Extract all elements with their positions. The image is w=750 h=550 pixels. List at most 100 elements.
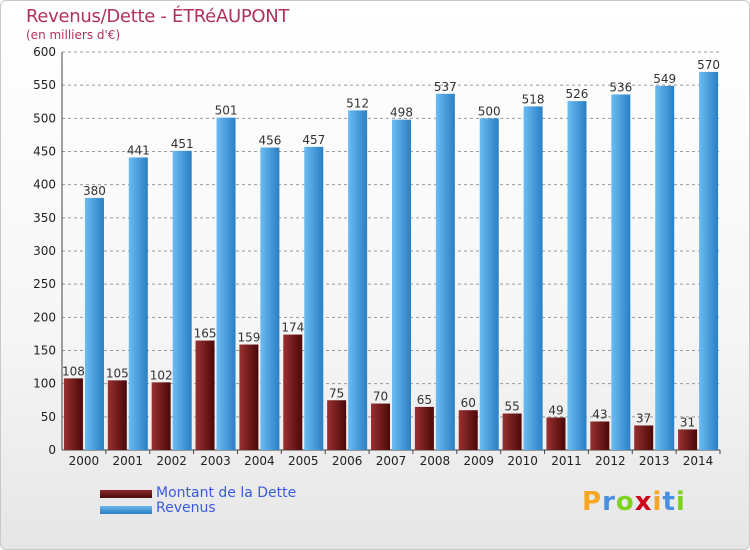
chart-title: Revenus/Dette - ÉTRéAUPONT	[26, 6, 290, 27]
bar-dette	[63, 378, 83, 450]
x-tick-label: 2014	[683, 454, 714, 468]
y-tick-label: 250	[33, 277, 56, 291]
bar-revenus	[84, 197, 104, 450]
bar-dette	[239, 344, 259, 450]
x-tick-label: 2012	[595, 454, 626, 468]
data-label: 43	[592, 407, 607, 421]
legend-swatch-revenus	[100, 506, 152, 514]
bar-revenus	[699, 71, 719, 451]
bar-revenus	[216, 117, 236, 451]
data-label: 570	[697, 58, 720, 72]
data-label: 441	[127, 143, 150, 157]
bar-dette	[634, 425, 654, 450]
data-label: 456	[258, 134, 281, 148]
bar-revenus	[435, 93, 455, 450]
y-tick-label: 200	[33, 310, 56, 324]
data-label: 451	[171, 137, 194, 151]
x-tick-label: 2008	[420, 454, 451, 468]
data-label: 37	[636, 411, 651, 425]
x-tick-label: 2010	[507, 454, 538, 468]
bar-revenus	[348, 110, 368, 450]
x-tick-label: 2004	[244, 454, 275, 468]
legend-label-revenus: Revenus	[156, 500, 216, 516]
x-tick-label: 2003	[200, 454, 231, 468]
data-label: 108	[62, 364, 85, 378]
bar-revenus	[392, 119, 411, 450]
y-tick-label: 50	[41, 410, 56, 424]
data-label: 501	[215, 104, 238, 118]
bar-dette	[502, 413, 522, 450]
logo-letter: r	[602, 487, 616, 517]
bar-dette	[678, 429, 698, 450]
y-tick-label: 550	[33, 78, 56, 92]
y-tick-label: 0	[48, 443, 56, 457]
bar-dette	[414, 406, 434, 450]
bar-dette	[590, 421, 610, 450]
legend-label-dette: Montant de la Dette	[156, 485, 297, 501]
bar-revenus	[523, 106, 543, 450]
logo-letter: i	[675, 487, 686, 517]
data-label: 55	[504, 400, 519, 414]
data-label: 75	[329, 386, 344, 400]
x-tick-label: 2002	[156, 454, 187, 468]
logo-letter: o	[615, 487, 635, 517]
data-label: 70	[373, 390, 388, 404]
bar-dette	[458, 410, 478, 450]
bar-revenus	[567, 101, 587, 450]
data-label: 500	[478, 104, 501, 118]
data-label: 518	[522, 92, 545, 106]
y-tick-label: 600	[33, 45, 56, 59]
logo-letter: x	[634, 487, 653, 517]
data-label: 526	[566, 87, 589, 101]
bar-dette	[371, 403, 390, 450]
bar-revenus	[655, 85, 675, 450]
x-tick-label: 2011	[551, 454, 582, 468]
data-label: 549	[653, 72, 676, 86]
bar-revenus	[260, 147, 280, 450]
bar-revenus	[172, 150, 192, 450]
data-label: 498	[390, 106, 413, 120]
data-label: 536	[609, 80, 632, 94]
y-tick-label: 150	[33, 344, 56, 358]
data-label: 159	[237, 331, 260, 345]
x-tick-label: 2001	[113, 454, 144, 468]
bar-dette	[107, 380, 127, 450]
bar-revenus	[128, 157, 148, 450]
bar-dette	[195, 340, 215, 450]
data-label: 457	[302, 133, 325, 147]
y-tick-label: 500	[33, 111, 56, 125]
data-label: 165	[194, 327, 217, 341]
x-tick-label: 2007	[376, 454, 407, 468]
proxiti-logo: Proxiti	[582, 487, 686, 517]
y-tick-label: 450	[33, 145, 56, 159]
logo-letter: t	[662, 487, 676, 517]
bar-dette	[283, 334, 303, 450]
bar-revenus	[611, 94, 631, 450]
bar-revenus	[479, 118, 499, 450]
y-tick-label: 400	[33, 178, 56, 192]
chart-subtitle: (en milliers d'€)	[26, 28, 121, 42]
bar-dette	[546, 417, 566, 450]
y-tick-label: 350	[33, 211, 56, 225]
x-tick-label: 2009	[463, 454, 494, 468]
y-tick-label: 300	[33, 244, 56, 258]
bar-dette	[327, 400, 347, 450]
data-label: 105	[106, 366, 129, 380]
y-tick-label: 100	[33, 377, 56, 391]
x-tick-label: 2006	[332, 454, 363, 468]
x-tick-label: 2013	[639, 454, 670, 468]
data-label: 380	[83, 184, 106, 198]
data-label: 174	[281, 321, 304, 335]
data-label: 512	[346, 96, 369, 110]
data-label: 49	[548, 403, 563, 417]
bar-dette	[151, 382, 171, 450]
logo-letter: P	[582, 487, 603, 517]
data-label: 537	[434, 80, 457, 94]
data-label: 65	[417, 393, 432, 407]
bar-revenus	[304, 146, 324, 450]
x-tick-label: 2000	[69, 454, 100, 468]
data-label: 60	[461, 396, 476, 410]
x-tick-label: 2005	[288, 454, 319, 468]
legend-swatch-dette	[100, 490, 152, 498]
